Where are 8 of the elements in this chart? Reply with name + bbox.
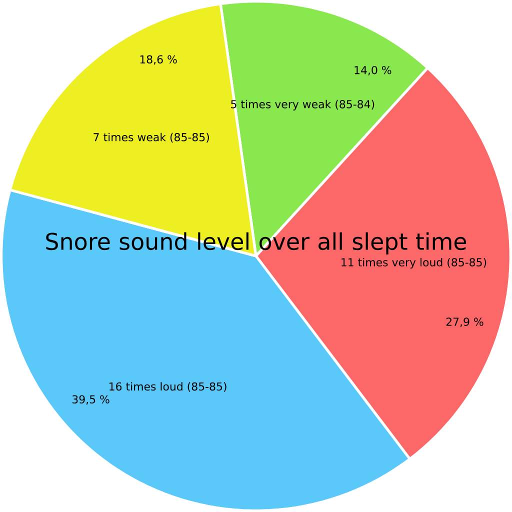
slice-label: 11 times very loud (85-85): [342, 258, 486, 269]
slice-label: 5 times very weak (85-84): [231, 100, 374, 110]
data-label: 27,9 %: [446, 318, 484, 328]
slice-label: 16 times loud (85-85): [110, 382, 226, 392]
data-label: 14,0 %: [354, 66, 392, 76]
data-label: 18,6 %: [140, 55, 177, 65]
data-label: 39,5 %: [72, 395, 110, 405]
slice-label: 7 times weak (85-85): [94, 132, 209, 143]
